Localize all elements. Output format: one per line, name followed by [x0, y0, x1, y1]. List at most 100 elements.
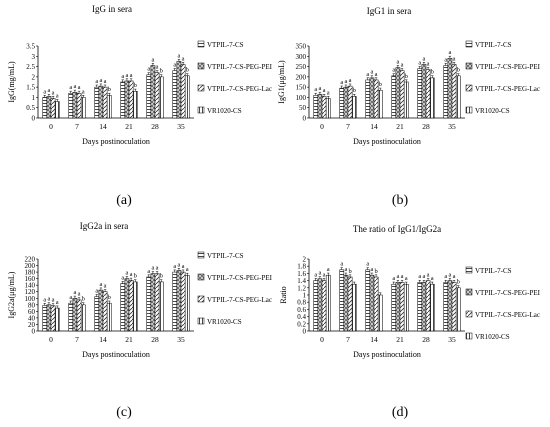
- bar: [76, 93, 82, 119]
- legend-entry: VTPIL-7-CS-PEG-Lac: [475, 311, 540, 319]
- bar: [176, 61, 182, 119]
- bar: [98, 289, 104, 332]
- y-axis-label: IgG1(μg/mL): [277, 60, 286, 104]
- bar: [377, 294, 383, 332]
- bar-significance-label: a: [156, 64, 159, 71]
- bar-significance-label: a: [401, 62, 404, 69]
- bar: [417, 68, 423, 119]
- y-tick-label: 0: [303, 328, 307, 336]
- bar: [72, 298, 78, 332]
- bar: [451, 282, 457, 332]
- bar-significance-label: b: [353, 87, 356, 94]
- y-tick-label: 1.5: [26, 84, 35, 92]
- bar: [343, 274, 349, 332]
- bar-significance-label: a: [418, 59, 421, 66]
- bar-significance-label: a: [99, 281, 102, 288]
- bar: [50, 305, 56, 332]
- bar: [347, 276, 353, 332]
- bar: [429, 77, 435, 119]
- bar-significance-label: a: [147, 66, 150, 73]
- bar-significance-label: a: [125, 72, 128, 79]
- y-tick-label: 0.5: [26, 104, 35, 112]
- x-tick-label: 35: [448, 122, 456, 131]
- bar-significance-label: a: [151, 56, 154, 63]
- x-tick-label: 7: [346, 335, 350, 344]
- x-tick-label: 35: [448, 335, 456, 344]
- bar: [128, 80, 134, 119]
- x-axis-label: Days postinoculation: [353, 137, 421, 146]
- x-tick-label: 7: [346, 122, 350, 131]
- x-tick-label: 14: [370, 122, 378, 131]
- panel-label-b: (b): [392, 193, 409, 208]
- bar-significance-label: b: [82, 296, 85, 303]
- bar: [321, 96, 327, 119]
- bar-significance-label: b: [405, 73, 408, 80]
- bar-significance-label: a: [375, 71, 378, 78]
- y-axis-label: IgG2a(μg/mL): [7, 271, 16, 318]
- bar-significance-label: a: [95, 287, 98, 294]
- x-tick-label: 21: [396, 122, 404, 131]
- legend-swatch: [465, 62, 473, 70]
- bar: [365, 269, 371, 332]
- y-tick-label: 2: [32, 73, 36, 81]
- y-tick-label: 120: [25, 288, 36, 296]
- y-tick-label: 1: [32, 94, 36, 102]
- bar-significance-label: a: [173, 62, 176, 69]
- x-tick-label: 28: [151, 335, 159, 344]
- bar: [365, 79, 371, 119]
- y-axis-label: Ratio: [279, 286, 288, 303]
- bar-significance-label: b: [108, 86, 111, 93]
- bar-significance-label: a: [392, 275, 395, 282]
- bar: [128, 280, 134, 332]
- bar-significance-label: a: [318, 270, 321, 277]
- bar-significance-label: a: [422, 55, 425, 62]
- bar: [94, 296, 100, 332]
- legend-swatch: [197, 62, 205, 70]
- bar-significance-label: a: [444, 273, 447, 280]
- legend-swatch: [465, 332, 473, 340]
- y-tick-label: 140: [25, 282, 36, 290]
- bar: [447, 58, 453, 119]
- bar: [102, 86, 108, 119]
- x-axis-label: Days postinoculation: [82, 350, 150, 359]
- chart-panel-c: IgG2a in sera020406080100120140160180200…: [7, 221, 273, 359]
- bar-significance-label: a: [431, 275, 434, 282]
- x-tick-label: 7: [75, 122, 79, 131]
- y-tick-label: 60: [28, 308, 36, 316]
- bar-significance-label: a: [344, 78, 347, 85]
- x-tick-label: 28: [151, 122, 159, 131]
- bar-significance-label: a: [418, 273, 421, 280]
- bar: [98, 85, 104, 119]
- bar: [106, 95, 112, 119]
- bar-significance-label: a: [405, 275, 408, 282]
- bar: [403, 81, 409, 119]
- bar-significance-label: a: [121, 73, 124, 80]
- bar-significance-label: a: [314, 271, 317, 278]
- bar-significance-label: a: [121, 274, 124, 281]
- bar: [313, 280, 319, 332]
- bar: [339, 269, 345, 332]
- legend-swatch: [465, 310, 473, 318]
- bar: [176, 270, 182, 332]
- bar-significance-label: b: [374, 268, 377, 275]
- bar-significance-label: a: [327, 266, 330, 273]
- bar: [425, 280, 431, 332]
- bar: [347, 85, 353, 119]
- bar-significance-label: b: [160, 273, 163, 280]
- x-tick-label: 7: [75, 335, 79, 344]
- legend-entry: VTPIL-7-CS: [207, 41, 244, 49]
- bar: [68, 302, 74, 332]
- x-tick-label: 0: [320, 335, 324, 344]
- bar-significance-label: a: [43, 296, 46, 303]
- bar-significance-label: a: [52, 89, 55, 96]
- y-tick-label: 1.2: [297, 284, 306, 292]
- bar: [451, 64, 457, 119]
- bar: [373, 79, 379, 119]
- y-tick-label: 20: [28, 321, 36, 329]
- bar: [421, 282, 427, 332]
- bar-significance-label: a: [427, 271, 430, 278]
- y-tick-label: 80: [28, 301, 36, 309]
- bar: [373, 276, 379, 332]
- bar: [132, 281, 138, 332]
